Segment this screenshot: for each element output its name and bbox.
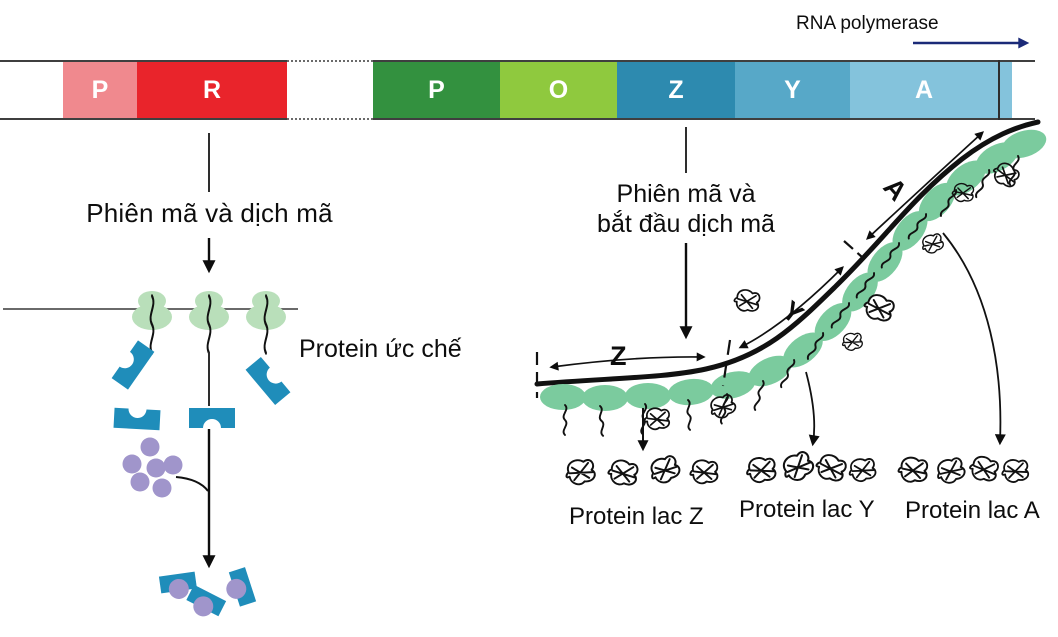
segment-promoter-lac: P: [373, 60, 500, 120]
dna-blank-lead: [0, 60, 63, 120]
repressor-protein: [189, 408, 235, 428]
gene-span-label-z: Z: [610, 341, 627, 371]
inducer-molecule: [146, 458, 166, 478]
inducer-cluster: [122, 437, 183, 498]
protein-scribble: [604, 456, 642, 491]
segment-label: Y: [784, 75, 801, 104]
left-step-label: Phiên mã và dịch mã: [86, 198, 333, 228]
segment-label: R: [202, 75, 222, 104]
protein-scribble: [841, 332, 863, 351]
protein-scribble: [811, 449, 851, 487]
ribosome: [540, 384, 586, 410]
inducer-connector: [175, 476, 209, 492]
protein-arrow-y: [805, 371, 820, 447]
protein-scribble: [745, 455, 778, 485]
gene-span-tick: [843, 240, 863, 258]
gene-span-arrow-y: [738, 266, 844, 349]
protein-scribble: [965, 452, 1003, 487]
right-step-label: Phiên mã và bắt đầu dịch mã: [561, 180, 811, 239]
protein-label-z: Protein lac Z: [569, 503, 704, 530]
repressor-protein: [113, 407, 161, 431]
segment-gene-y: Y: [735, 60, 850, 120]
dna-blank-trail: [1012, 60, 1035, 120]
segment-label: A: [914, 75, 934, 104]
segment-label: P: [91, 75, 109, 104]
right-step-label-line1: Phiên mã và: [616, 180, 756, 208]
repressor-protein: [111, 340, 155, 390]
segment-label: Z: [668, 75, 684, 104]
protein-scribble: [565, 458, 596, 486]
segment-operator: O: [500, 60, 617, 120]
repressor-inducer-complex: [221, 567, 257, 610]
ribosome: [582, 385, 628, 411]
protein-scribble: [1000, 457, 1031, 485]
protein-scribble: [647, 453, 683, 487]
segment-gap: [287, 60, 373, 120]
segment-divider: [998, 60, 1000, 120]
protein-scribble: [920, 232, 946, 256]
gene-span-tick: [721, 339, 732, 387]
right-step-label-line2: bắt đầu dịch mã: [597, 209, 775, 238]
segment-end-sliver: [1000, 60, 1012, 120]
repressor-inducer-complex: [182, 584, 227, 624]
segment-gene-z: Z: [617, 60, 735, 120]
inducer-molecule: [130, 472, 150, 492]
ribosome: [666, 376, 716, 408]
protein-scribble: [848, 458, 877, 482]
gene-span-label-y: Y: [776, 295, 809, 330]
protein-group-z: [565, 453, 721, 491]
segment-label: O: [548, 75, 569, 104]
segment-gene-a: A: [850, 60, 998, 120]
segment-repressor-gene: R: [137, 60, 287, 120]
gene-span-arrow-a: [866, 131, 984, 240]
dna-strip: P R P O Z Y A: [0, 60, 1035, 120]
inducer-molecule: [163, 455, 183, 475]
protein-group-a: [895, 452, 1031, 487]
gene-span-arrow-z: [549, 352, 706, 371]
inducer-molecule: [140, 437, 160, 457]
repressor-protein-label: Protein ức chế: [299, 335, 462, 363]
protein-arrow-a: [942, 232, 1006, 446]
protein-scribble: [934, 456, 968, 486]
segment-label: P: [428, 75, 445, 104]
protein-group-y: [745, 448, 877, 487]
ribosome: [625, 383, 671, 409]
protein-scribble: [778, 448, 818, 485]
repressor-protein: [245, 356, 291, 406]
protein-scribble: [731, 286, 764, 317]
inducer-molecule: [152, 478, 172, 498]
protein-scribble: [895, 453, 932, 487]
rna-polymerase-label: RNA polymerase: [796, 13, 939, 34]
segment-promoter-repressor: P: [63, 60, 137, 120]
protein-label-a: Protein lac A: [905, 497, 1040, 524]
protein-scribble: [642, 405, 673, 433]
protein-label-y: Protein lac Y: [739, 496, 875, 523]
protein-scribble: [688, 457, 721, 487]
inducer-molecule: [122, 454, 142, 474]
